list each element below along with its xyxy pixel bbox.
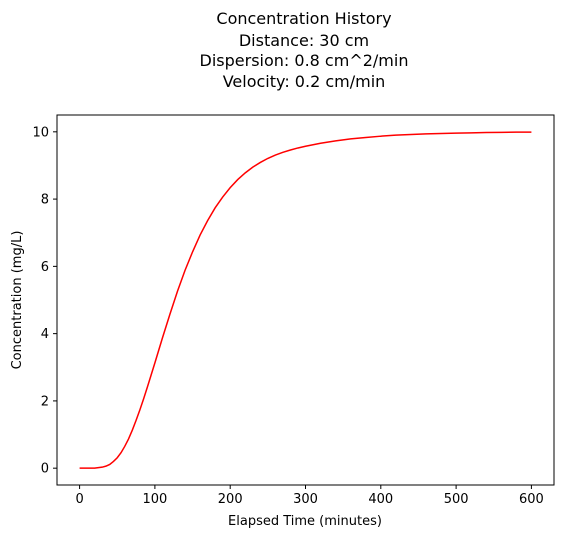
y-tick-label: 2 [41,394,49,409]
title-line-3: Dispersion: 0.8 cm^2/min [200,51,409,70]
title-line-1: Concentration History [216,9,391,28]
concentration-series-line [79,131,532,469]
x-axis-ticks: 0 100 200 300 400 500 600 [75,485,544,507]
plot-area [56,114,555,486]
x-tick-label: 500 [444,492,469,507]
y-tick-label: 6 [41,260,49,275]
x-tick-label: 600 [519,492,544,507]
plot-frame [56,114,555,486]
x-tick-label: 0 [75,492,83,507]
x-tick-label: 200 [218,492,243,507]
chart-title: Concentration History Distance: 30 cm Di… [200,9,409,91]
y-tick-label: 0 [41,462,49,477]
x-tick-label: 400 [368,492,393,507]
y-axis-ticks: 0 2 4 6 8 10 [32,125,57,477]
y-tick-label: 8 [41,193,49,208]
x-tick-label: 100 [142,492,167,507]
x-tick-label: 300 [293,492,318,507]
y-tick-label: 10 [32,125,49,140]
y-tick-label: 4 [41,327,49,342]
x-axis-label: Elapsed Time (minutes) [228,514,382,529]
title-line-2: Distance: 30 cm [239,31,369,50]
y-axis-label: Concentration (mg/L) [10,231,25,370]
title-line-4: Velocity: 0.2 cm/min [223,72,386,91]
